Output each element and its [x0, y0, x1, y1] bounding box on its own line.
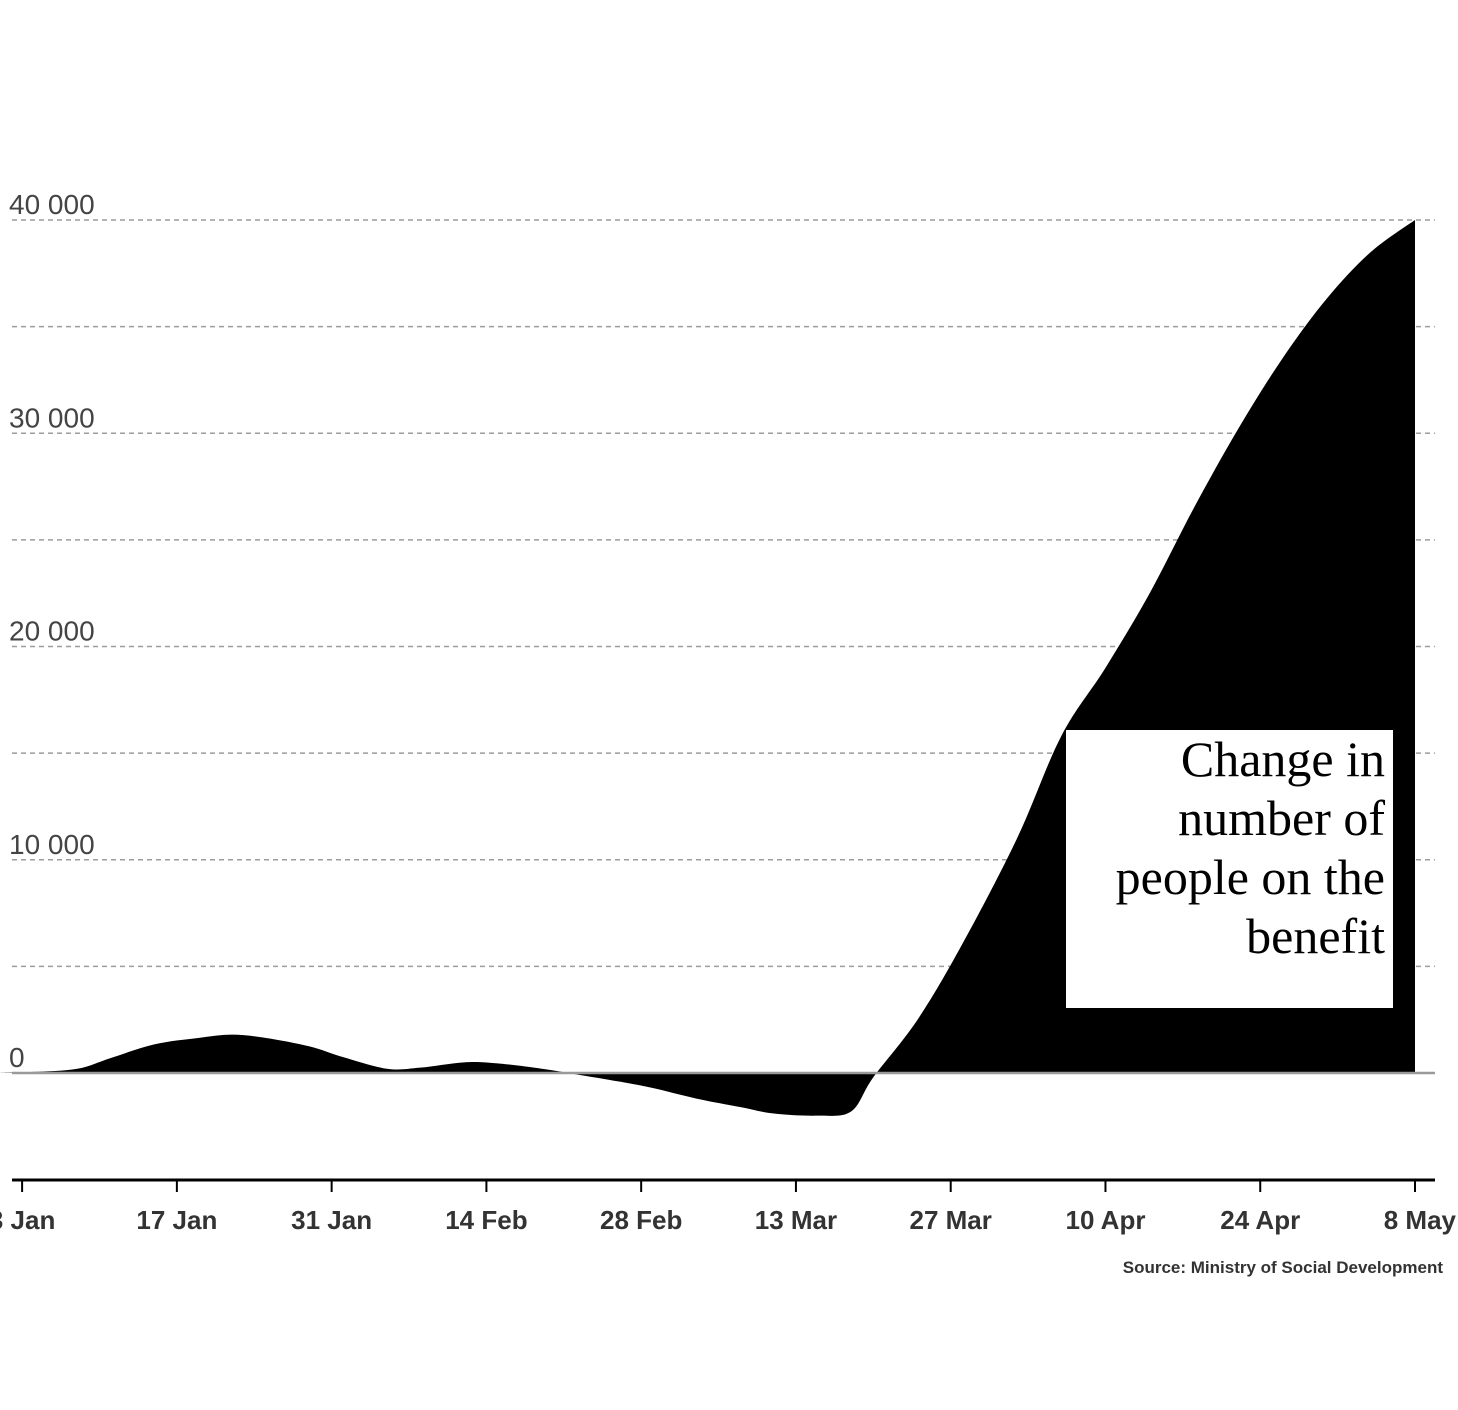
annotation-line: people on the — [1115, 849, 1385, 905]
area-series — [0, 220, 1415, 1116]
x-tick-label: 24 Apr — [1220, 1205, 1300, 1235]
y-tick-label: 40 000 — [9, 189, 95, 220]
annotation-line: number of — [1178, 790, 1385, 846]
x-tick-label: 14 Feb — [445, 1205, 527, 1235]
annotation-line: Change in — [1180, 731, 1385, 787]
x-tick-label: 3 Jan — [0, 1205, 55, 1235]
y-tick-label: 0 — [9, 1042, 25, 1073]
y-tick-label: 20 000 — [9, 616, 95, 647]
gridlines — [12, 219, 1435, 968]
annotation-label: Change in number of people on the benefi… — [1116, 730, 1385, 966]
x-tick-label: 31 Jan — [291, 1205, 372, 1235]
y-axis-labels: 40 000 30 000 20 000 10 000 0 — [9, 189, 95, 1073]
x-tick-label: 13 Mar — [755, 1205, 837, 1235]
annotation-box: Change in number of people on the benefi… — [1066, 730, 1393, 1008]
x-tick-label: 10 Apr — [1065, 1205, 1145, 1235]
x-tick-label: 8 May — [1384, 1205, 1457, 1235]
source-note: Source: Ministry of Social Development — [1123, 1258, 1444, 1277]
y-tick-label: 30 000 — [9, 402, 95, 433]
x-axis: 3 Jan 17 Jan 31 Jan 14 Feb 28 Feb 13 Mar 27 Ma… — [0, 1178, 1457, 1235]
annotation-line: benefit — [1246, 908, 1385, 964]
x-tick-label: 27 Mar — [910, 1205, 992, 1235]
x-tick-label: 17 Jan — [136, 1205, 217, 1235]
x-tick-label: 28 Feb — [600, 1205, 682, 1235]
y-tick-label: 10 000 — [9, 829, 95, 860]
